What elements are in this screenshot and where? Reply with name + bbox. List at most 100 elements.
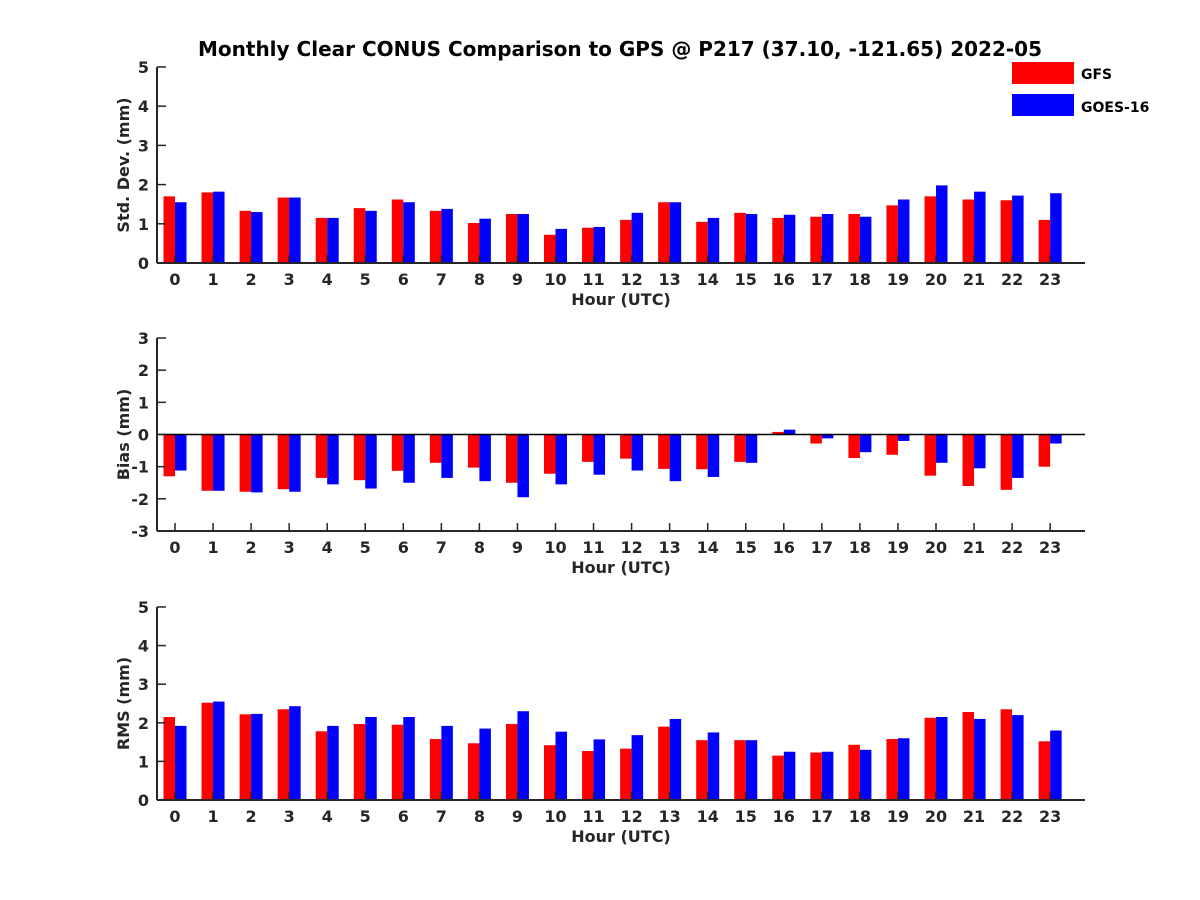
rms-y-tick-label: 0 [138, 791, 149, 810]
rms-bar-goes16-11 [593, 739, 606, 800]
std-dev-bar-gfs-12 [620, 219, 632, 263]
std-dev-x-tick-label: 12 [620, 270, 642, 289]
rms-bar-gfs-3 [277, 709, 290, 800]
bias-bar-goes16-8 [479, 434, 491, 482]
bias-bar-gfs-0 [163, 434, 175, 477]
std-dev-y-tick-label: 3 [138, 136, 149, 155]
std-dev-x-tick-label: 13 [659, 270, 681, 289]
std-dev-x-tick-label: 9 [512, 270, 523, 289]
std-dev-bar-goes16-2 [251, 212, 263, 263]
rms-bar-goes16-14 [707, 732, 720, 800]
rms-bar-gfs-22 [1000, 709, 1013, 800]
std-dev-x-tick-label: 8 [474, 270, 485, 289]
rms-x-tick-label: 23 [1039, 807, 1061, 826]
std-dev-bar-goes16-4 [327, 217, 339, 263]
bias-x-tick-label: 19 [887, 538, 909, 557]
bias-y-tick-label: -2 [131, 490, 149, 509]
rms-bar-goes16-22 [1012, 715, 1024, 800]
rms-bar-goes16-19 [897, 738, 910, 800]
bias-bar-gfs-13 [658, 434, 670, 469]
rms-bar-gfs-7 [429, 739, 442, 800]
std-dev-bar-gfs-19 [886, 205, 898, 263]
std-dev-x-tick-label: 17 [811, 270, 833, 289]
std-dev-bar-gfs-6 [391, 199, 404, 263]
rms-bar-goes16-7 [441, 725, 453, 800]
rms-bar-gfs-15 [734, 740, 746, 800]
rms-bar-gfs-12 [620, 748, 632, 800]
std-dev-y-axis-label: Std. Dev. (mm) [114, 97, 133, 232]
bias-x-tick-label: 0 [169, 538, 180, 557]
bias-bar-goes16-13 [669, 434, 682, 482]
bias-bar-goes16-11 [593, 434, 606, 475]
std-dev-y-tick-label: 0 [138, 254, 149, 273]
bias-y-tick-label: 0 [138, 426, 149, 445]
bias-x-tick-label: 8 [474, 538, 485, 557]
bias-y-tick-label: -3 [131, 522, 149, 541]
rms-x-tick-label: 20 [925, 807, 947, 826]
bias-bar-gfs-1 [201, 434, 214, 491]
bias-x-tick-label: 12 [620, 538, 642, 557]
rms-x-tick-label: 7 [436, 807, 447, 826]
bias-bar-gfs-14 [696, 434, 708, 470]
std-dev-x-tick-label: 15 [735, 270, 757, 289]
std-dev-x-tick-label: 18 [849, 270, 871, 289]
bias-x-tick-label: 2 [246, 538, 257, 557]
std-dev-bar-gfs-15 [734, 212, 746, 263]
bias-bar-gfs-19 [886, 434, 898, 455]
bias-bar-gfs-7 [429, 434, 442, 463]
bias-x-tick-label: 4 [322, 538, 333, 557]
rms-bar-gfs-9 [505, 723, 518, 800]
bias-x-tick-label: 14 [697, 538, 719, 557]
std-dev-bar-goes16-7 [441, 208, 453, 263]
rms-x-tick-label: 8 [474, 807, 485, 826]
legend-swatch-goes16 [1012, 94, 1074, 116]
std-dev-x-tick-label: 2 [246, 270, 257, 289]
bias-x-tick-label: 7 [436, 538, 447, 557]
rms-bar-goes16-17 [821, 751, 834, 800]
bias-bar-goes16-18 [859, 434, 872, 453]
rms-bar-goes16-13 [669, 718, 682, 800]
std-dev-bar-goes16-8 [479, 218, 491, 263]
std-dev-bar-goes16-1 [213, 191, 225, 263]
rms-x-tick-label: 4 [322, 807, 333, 826]
rms-bar-gfs-23 [1038, 741, 1051, 800]
bias-bar-gfs-23 [1038, 434, 1051, 467]
std-dev-bar-goes16-11 [593, 226, 606, 263]
bias-bar-goes16-2 [251, 434, 263, 493]
bias-x-tick-label: 10 [544, 538, 566, 557]
rms-x-tick-label: 3 [284, 807, 295, 826]
rms-bar-gfs-10 [544, 745, 556, 800]
rms-bar-gfs-20 [924, 717, 936, 800]
bias-y-tick-label: -1 [131, 458, 149, 477]
bias-x-tick-label: 16 [773, 538, 795, 557]
rms-x-axis-label: Hour (UTC) [571, 827, 671, 846]
bias-bar-gfs-22 [1000, 434, 1013, 490]
std-dev-x-tick-label: 20 [925, 270, 947, 289]
bias-bar-gfs-20 [924, 434, 936, 476]
bias-bar-gfs-2 [239, 434, 252, 492]
rms-x-tick-label: 5 [360, 807, 371, 826]
std-dev-bar-gfs-13 [658, 202, 670, 263]
std-dev-x-tick-label: 23 [1039, 270, 1061, 289]
std-dev-bar-goes16-19 [897, 199, 910, 263]
rms-y-axis-label: RMS (mm) [114, 657, 133, 750]
std-dev-bar-gfs-11 [582, 227, 594, 263]
bias-bar-goes16-19 [897, 434, 910, 441]
bias-bar-gfs-4 [315, 434, 328, 478]
rms-bar-gfs-17 [810, 752, 822, 800]
bias-bar-gfs-12 [620, 434, 632, 459]
bias-x-tick-label: 20 [925, 538, 947, 557]
bias-bar-goes16-7 [441, 434, 453, 478]
rms-bar-goes16-1 [213, 701, 225, 800]
rms-bar-goes16-23 [1050, 730, 1062, 800]
rms-y-tick-label: 2 [138, 714, 149, 733]
std-dev-y-tick-label: 1 [138, 215, 149, 234]
bias-x-tick-label: 22 [1001, 538, 1023, 557]
bias-x-tick-label: 6 [398, 538, 409, 557]
rms-bar-gfs-11 [582, 750, 594, 800]
chart-title: Monthly Clear CONUS Comparison to GPS @ … [198, 37, 1042, 61]
rms-x-tick-label: 17 [811, 807, 833, 826]
bias-bar-gfs-16 [772, 431, 784, 435]
std-dev-bar-gfs-16 [772, 217, 784, 263]
